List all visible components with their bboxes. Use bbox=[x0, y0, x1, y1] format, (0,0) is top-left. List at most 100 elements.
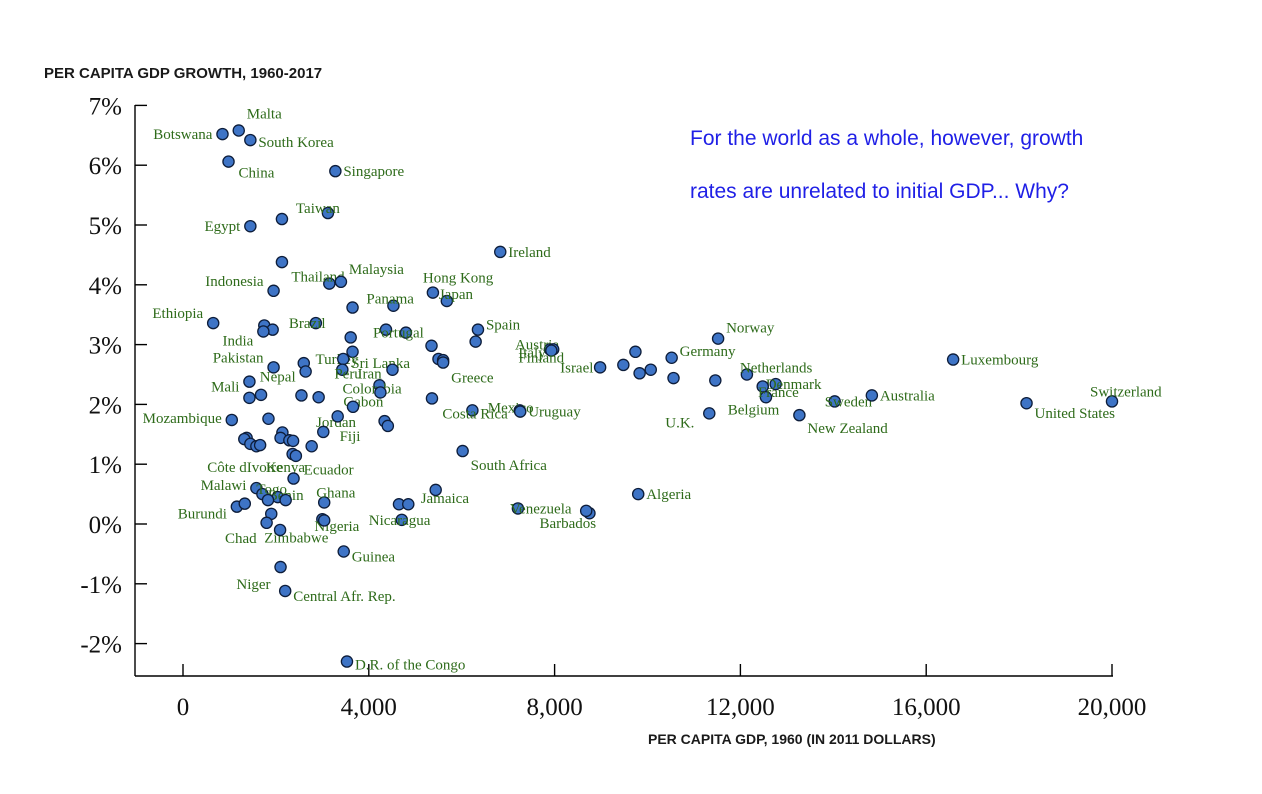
data-point bbox=[436, 356, 450, 369]
data-point bbox=[312, 390, 325, 404]
point-label: Peru bbox=[334, 367, 362, 383]
data-point bbox=[759, 390, 773, 404]
data-point bbox=[253, 438, 267, 452]
point-label: Côte dIvoire bbox=[207, 460, 283, 476]
point-label: Ghana bbox=[316, 485, 355, 501]
data-point bbox=[793, 408, 806, 422]
point-label: China bbox=[239, 166, 275, 182]
y-tick-label: 7% bbox=[89, 93, 122, 120]
data-point bbox=[275, 212, 289, 226]
y-tick-label: -2% bbox=[80, 632, 122, 659]
point-label: Switzerland bbox=[1090, 384, 1162, 400]
data-point bbox=[286, 434, 300, 448]
chart-title: PER CAPITA GDP GROWTH, 1960-2017 bbox=[44, 65, 322, 82]
data-point bbox=[946, 353, 960, 366]
data-point bbox=[471, 323, 485, 336]
y-tick-label: 2% bbox=[89, 392, 122, 419]
data-point bbox=[244, 219, 257, 233]
point-label: Mali bbox=[211, 380, 239, 396]
point-label: Israel bbox=[560, 360, 593, 376]
point-label: United States bbox=[1035, 406, 1116, 422]
data-point bbox=[336, 363, 349, 376]
point-label: Nicaragua bbox=[369, 513, 431, 529]
data-point bbox=[273, 523, 287, 537]
x-tick-label: 12,000 bbox=[706, 694, 775, 721]
point-label: Indonesia bbox=[205, 274, 264, 290]
data-point bbox=[346, 345, 359, 359]
data-point bbox=[340, 655, 354, 668]
point-label: Netherlands bbox=[740, 361, 813, 377]
data-point bbox=[665, 351, 678, 365]
point-label: Italy bbox=[518, 345, 546, 361]
data-point bbox=[828, 395, 841, 408]
data-point bbox=[289, 449, 303, 463]
data-point bbox=[244, 133, 257, 147]
point-label: Egypt bbox=[205, 219, 242, 235]
data-point bbox=[344, 331, 357, 344]
data-point bbox=[323, 277, 336, 290]
point-label: France bbox=[758, 385, 799, 401]
point-label: India bbox=[223, 333, 254, 349]
point-label: Central Afr. Rep. bbox=[293, 589, 395, 605]
point-label: Iran bbox=[357, 367, 382, 383]
point-label: Malaysia bbox=[349, 262, 404, 278]
point-label: South Korea bbox=[258, 135, 334, 151]
point-label: New Zealand bbox=[807, 421, 888, 437]
data-point bbox=[267, 361, 280, 374]
x-tick-label: 16,000 bbox=[892, 694, 961, 721]
data-point bbox=[667, 371, 680, 385]
point-label: Venezuela bbox=[510, 501, 572, 517]
data-point bbox=[456, 444, 469, 458]
point-label: Japan bbox=[439, 287, 474, 303]
data-point bbox=[425, 339, 438, 353]
annotation-line-1: For the world as a whole, however, growt… bbox=[690, 127, 1083, 150]
data-point bbox=[429, 483, 442, 497]
point-label: Fiji bbox=[340, 429, 361, 445]
point-label: Brazil bbox=[289, 316, 326, 332]
data-point bbox=[278, 584, 292, 598]
x-tick-label: 20,000 bbox=[1078, 694, 1147, 721]
y-tick-label: 3% bbox=[89, 333, 122, 360]
point-label: Portugal bbox=[373, 326, 424, 342]
point-label: Thailand bbox=[291, 270, 345, 286]
data-point bbox=[287, 472, 300, 485]
data-point bbox=[257, 325, 270, 338]
point-label: Jamaica bbox=[421, 491, 470, 507]
data-point bbox=[579, 504, 593, 518]
data-point bbox=[387, 299, 400, 312]
point-label: Mozambique bbox=[143, 411, 222, 427]
data-point bbox=[274, 560, 287, 574]
data-point bbox=[267, 284, 280, 298]
data-point bbox=[279, 493, 292, 507]
point-label: Algeria bbox=[646, 487, 691, 503]
data-point bbox=[337, 352, 350, 366]
data-point bbox=[243, 391, 256, 405]
data-point bbox=[337, 545, 350, 558]
point-label: Nepal bbox=[260, 370, 296, 386]
data-point bbox=[469, 335, 482, 348]
data-point bbox=[305, 440, 318, 453]
x-tick-label: 8,000 bbox=[526, 694, 582, 721]
data-point bbox=[703, 407, 716, 420]
point-label: Luxembourg bbox=[961, 353, 1039, 369]
data-point bbox=[386, 363, 399, 376]
data-point bbox=[865, 389, 879, 402]
data-point bbox=[331, 410, 344, 423]
data-point bbox=[379, 323, 393, 336]
y-axis-ticks: 7% 6% 5% 4% 3% 2% 1% 0% -1% -2% bbox=[80, 93, 147, 659]
point-label: Singapore bbox=[343, 164, 404, 180]
data-point bbox=[295, 389, 308, 402]
point-label: Burundi bbox=[178, 507, 227, 523]
point-label: Malawi bbox=[201, 478, 247, 494]
data-point bbox=[299, 365, 312, 378]
data-point bbox=[243, 375, 256, 388]
point-label: Costa Rica bbox=[442, 406, 508, 422]
annotation: For the world as a whole, however, growt… bbox=[690, 127, 1083, 203]
point-label: Norway bbox=[726, 321, 775, 337]
point-label: Australia bbox=[880, 388, 935, 404]
point-label: Ecuador bbox=[304, 462, 354, 478]
data-point bbox=[206, 316, 220, 330]
data-point bbox=[216, 127, 229, 141]
data-point bbox=[225, 413, 239, 427]
data-point bbox=[711, 332, 725, 345]
